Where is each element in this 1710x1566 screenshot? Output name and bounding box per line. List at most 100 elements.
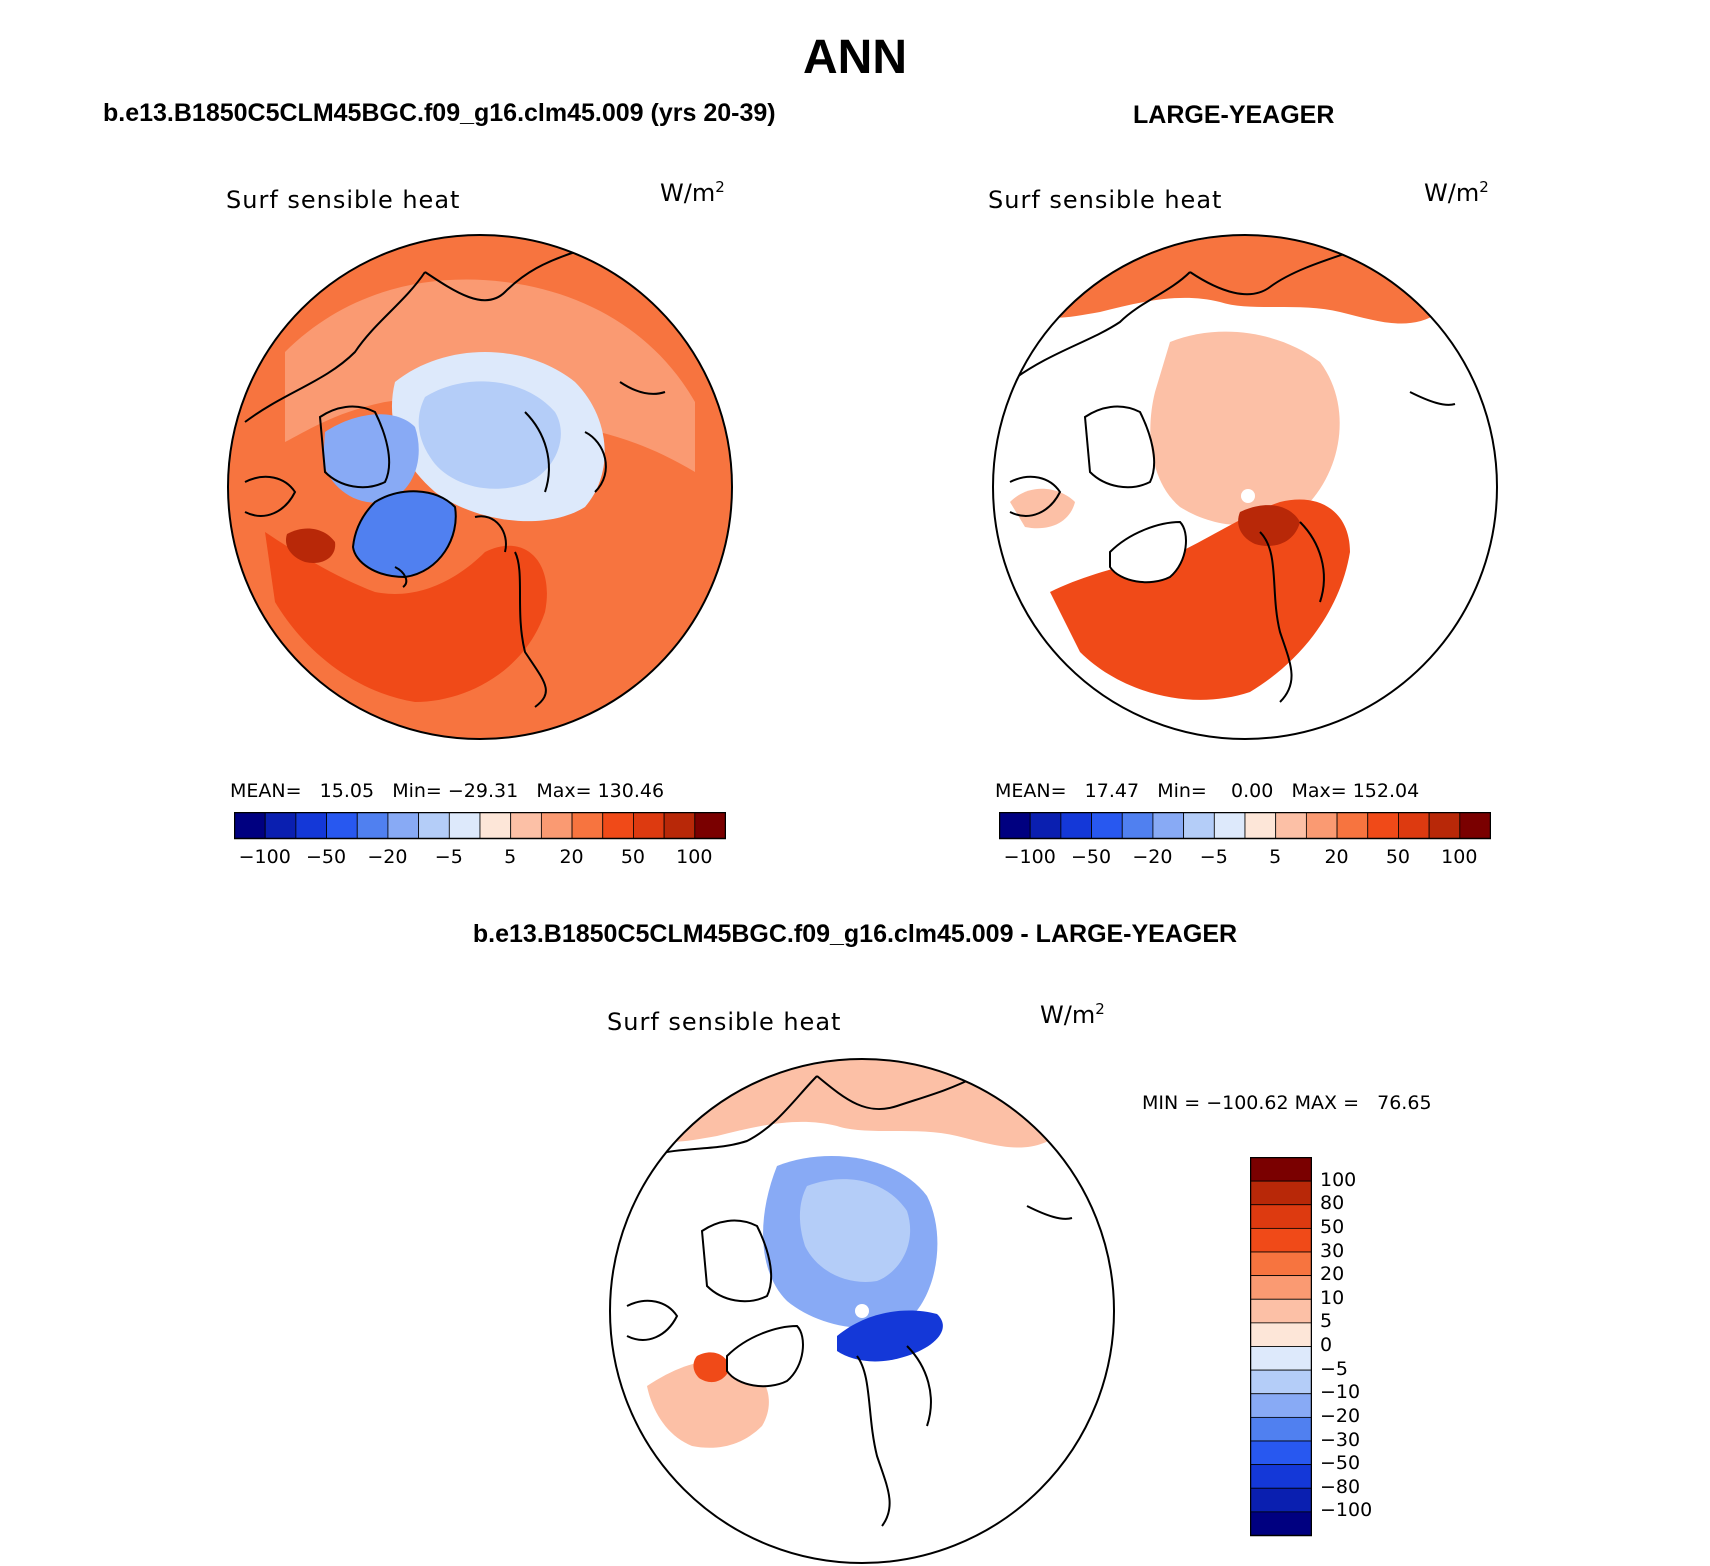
panel3-variable-label: Surf sensible heat	[607, 1008, 842, 1036]
colorbar-tick-label: 20	[1324, 846, 1349, 868]
panel2-fill-north-pacific	[1030, 235, 1440, 324]
colorbar-swatch	[1250, 1511, 1312, 1536]
colorbar-swatch	[295, 812, 327, 839]
panel1-variable-label: Surf sensible heat	[226, 186, 461, 214]
colorbar-swatch	[1183, 812, 1215, 839]
colorbar-swatch	[694, 812, 726, 839]
colorbar-swatch	[387, 812, 420, 839]
colorbar-swatch	[1250, 1157, 1312, 1182]
colorbar-tick-label: −80	[1320, 1475, 1361, 1498]
colorbar-tick-label: 5	[504, 846, 517, 868]
colorbar-swatch	[1091, 812, 1123, 839]
colorbar-swatch	[1250, 1440, 1312, 1466]
panel1-case-title: b.e13.B1850C5CLM45BGC.f09_g16.clm45.009 …	[103, 99, 776, 127]
colorbar-swatch	[1367, 812, 1399, 839]
colorbar-tick-label: −100	[1320, 1499, 1373, 1522]
colorbar-swatch	[479, 812, 512, 839]
panel3-units: W/m2	[1040, 1000, 1105, 1029]
panel3-fill-arctic-weak-negative	[799, 1179, 911, 1282]
colorbar-tick-label: 100	[1320, 1168, 1357, 1191]
colorbar-tick-label: 10	[1320, 1286, 1345, 1309]
colorbar-tick-label: −100	[1003, 846, 1056, 868]
colorbar-swatch	[326, 812, 358, 839]
panel2-fill-baffin	[1010, 488, 1075, 529]
panel3-minmax: MIN = −100.62 MAX = 76.65	[1142, 1092, 1432, 1114]
panel2-stats: MEAN= 17.47 Min= 0.00 Max= 152.04	[995, 780, 1420, 802]
colorbar-swatch	[1213, 812, 1246, 839]
colorbar-swatch	[602, 812, 634, 839]
colorbar-swatch	[448, 812, 481, 839]
colorbar-swatch	[1250, 1204, 1312, 1229]
panel2-polar-map	[992, 234, 1498, 740]
panel1-units: W/m2	[660, 178, 725, 207]
panel2-fill-barents-max	[1238, 505, 1300, 546]
colorbar-tick-label: −10	[1320, 1381, 1361, 1404]
panel2-colorbar	[999, 812, 1491, 840]
colorbar-swatch	[1459, 812, 1491, 839]
colorbar-swatch	[663, 812, 696, 839]
colorbar-swatch	[1152, 812, 1185, 839]
colorbar-swatch	[1121, 812, 1154, 839]
panel3-colorbar	[1250, 1157, 1312, 1537]
panel3-colorbar-ticks: 100 80 50 30 20 10 5 0 −5 −10 −20 −30 −50 −80 −100	[1320, 1157, 1400, 1537]
panel1-polar-map	[227, 234, 733, 740]
colorbar-tick-label: −5	[434, 846, 463, 868]
colorbar-swatch	[418, 812, 450, 839]
colorbar-swatch	[540, 812, 573, 839]
colorbar-swatch	[1275, 812, 1307, 839]
colorbar-swatch	[1029, 812, 1062, 839]
colorbar-tick-label: −100	[238, 846, 291, 868]
panel3-case-title: b.e13.B1850C5CLM45BGC.f09_g16.clm45.009 …	[472, 920, 1238, 948]
colorbar-swatch	[1250, 1227, 1312, 1253]
panel1-fill-greenland	[353, 491, 456, 577]
colorbar-tick-label: 30	[1320, 1239, 1345, 1262]
colorbar-swatch	[356, 812, 389, 839]
colorbar-tick-label: 5	[1269, 846, 1282, 868]
colorbar-swatch	[1250, 1487, 1312, 1513]
panel2-map-boundary	[992, 234, 1498, 740]
panel1-map-boundary	[227, 234, 733, 740]
colorbar-swatch	[1428, 812, 1461, 839]
panel2-variable-label: Surf sensible heat	[988, 186, 1223, 214]
panel3-polar-map	[609, 1058, 1115, 1564]
colorbar-swatch	[1250, 1251, 1312, 1277]
colorbar-tick-label: −50	[1071, 846, 1112, 868]
colorbar-tick-label: −5	[1199, 846, 1228, 868]
panel3-coastlines	[626, 1075, 1073, 1527]
colorbar-swatch	[1398, 812, 1430, 839]
colorbar-tick-label: −50	[1320, 1452, 1361, 1475]
panel3-fill-barents-strong-negative	[837, 1310, 943, 1362]
panel2-units: W/m2	[1424, 178, 1489, 207]
panel3-greenland-land	[727, 1326, 803, 1387]
colorbar-tick-label: 20	[1320, 1263, 1345, 1286]
colorbar-swatch	[234, 812, 266, 839]
colorbar-tick-label: −20	[367, 846, 408, 868]
colorbar-tick-label: −20	[1320, 1404, 1361, 1427]
colorbar-swatch	[999, 812, 1031, 839]
colorbar-swatch	[1250, 1298, 1312, 1324]
colorbar-tick-label: 100	[1441, 846, 1478, 868]
colorbar-tick-label: −20	[1132, 846, 1173, 868]
panel1-fill-archipelago	[323, 414, 419, 503]
colorbar-tick-label: −30	[1320, 1428, 1361, 1451]
colorbar-swatch	[1250, 1346, 1312, 1371]
colorbar-tick-label: 20	[559, 846, 584, 868]
colorbar-swatch	[1336, 812, 1369, 839]
panel2-pole-marker	[1241, 489, 1255, 503]
panel2-case-title: LARGE-YEAGER	[1133, 101, 1335, 129]
colorbar-tick-label: 50	[620, 846, 646, 868]
panel2-greenland-land	[1110, 522, 1186, 583]
colorbar-swatch	[1250, 1275, 1312, 1300]
figure-title: ANN	[803, 31, 907, 84]
panel1-colorbar	[234, 812, 726, 840]
panel1-fill-central-arctic	[418, 381, 561, 489]
colorbar-swatch	[1244, 812, 1277, 839]
panel1-coastlines	[244, 251, 666, 708]
colorbar-tick-label: −5	[1320, 1357, 1349, 1380]
panel3-fill-labrador-positive	[693, 1352, 730, 1383]
panel3-pole-marker	[855, 1304, 869, 1318]
colorbar-swatch	[1250, 1322, 1312, 1347]
colorbar-swatch	[1250, 1393, 1312, 1418]
panel1-colorbar-ticks: −100 −50 −20 −5 5 20 50 100	[234, 846, 726, 872]
colorbar-tick-label: 5	[1320, 1310, 1333, 1333]
